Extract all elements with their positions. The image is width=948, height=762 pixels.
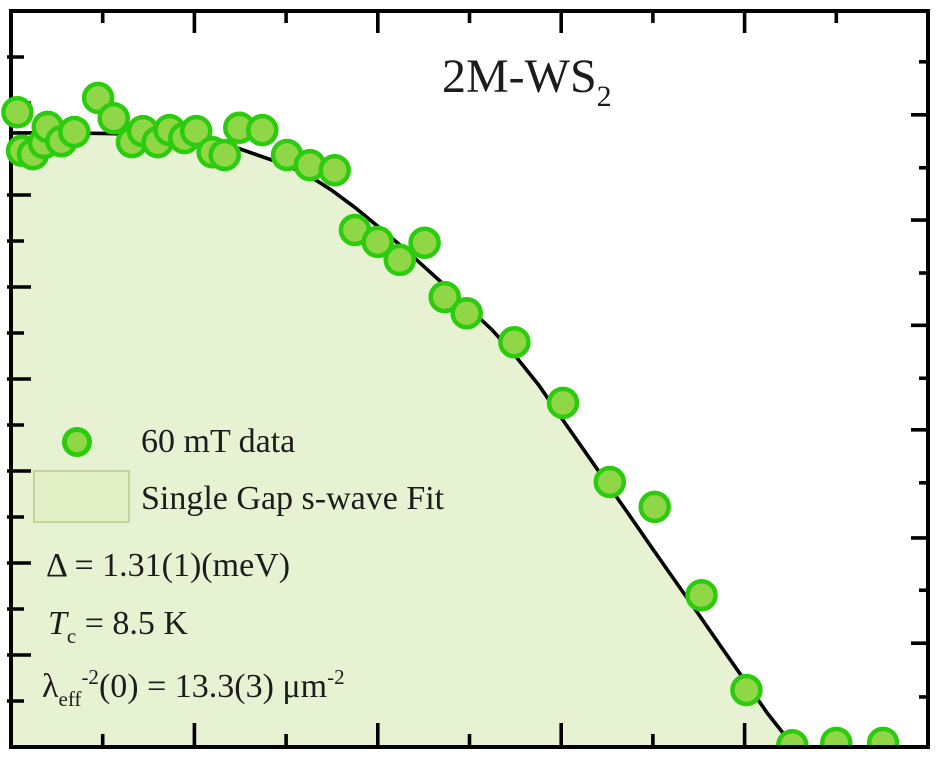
- annotation-tc: Tc = 8.5 K: [48, 606, 188, 647]
- data-point: [866, 726, 900, 745]
- figure-title: 2M-WS2: [442, 50, 612, 113]
- data-point: [593, 465, 627, 499]
- data-point: [208, 138, 241, 172]
- annotation-lambda: λeff-2(0) = 13.3(3) μm-2: [42, 666, 345, 710]
- annotation-tc-subscript: c: [66, 624, 77, 648]
- data-point: [361, 225, 395, 259]
- annotation-lambda-superscript2: -2: [327, 665, 345, 689]
- data-point: [97, 101, 130, 135]
- legend-swatch-fit-icon: [33, 470, 130, 523]
- data-point: [318, 153, 351, 187]
- data-point: [408, 226, 441, 260]
- data-point: [776, 728, 809, 745]
- legend-item-data-label: 60 mT data: [141, 423, 296, 460]
- legend-marker-circle-icon: [62, 427, 92, 457]
- data-point: [638, 490, 671, 524]
- annotation-lambda-superscript: -2: [81, 665, 99, 689]
- annotation-lambda-value: (0) = 13.3(3) μm: [98, 668, 328, 705]
- data-point: [730, 673, 763, 707]
- annotation-tc-value: = 8.5 K: [76, 605, 188, 642]
- data-point: [685, 578, 718, 612]
- data-point: [450, 296, 483, 330]
- fit-area: [11, 132, 795, 747]
- annotation-tc-symbol: T: [48, 605, 67, 642]
- data-point: [498, 325, 531, 359]
- figure-title-text: 2M-WS: [442, 50, 597, 103]
- data-point: [1, 95, 34, 129]
- data-point: [246, 113, 279, 147]
- data-point: [428, 280, 461, 314]
- annotation-gap: Δ = 1.31(1)(meV): [46, 548, 290, 584]
- figure-title-subscript: 2: [596, 80, 612, 113]
- annotation-gap-text: Δ = 1.31(1)(meV): [46, 547, 291, 584]
- legend-item-fit-label: Single Gap s-wave Fit: [141, 480, 445, 517]
- axis-ticks: [7, 11, 928, 747]
- annotation-lambda-subscript: eff: [58, 687, 82, 711]
- data-points: [1, 81, 900, 745]
- data-point: [383, 243, 417, 277]
- data-point: [820, 726, 853, 745]
- data-point: [58, 115, 91, 149]
- data-point: [179, 114, 213, 148]
- plot-frame: [9, 9, 930, 749]
- annotation-lambda-symbol: λ: [42, 668, 59, 705]
- data-point: [546, 386, 580, 420]
